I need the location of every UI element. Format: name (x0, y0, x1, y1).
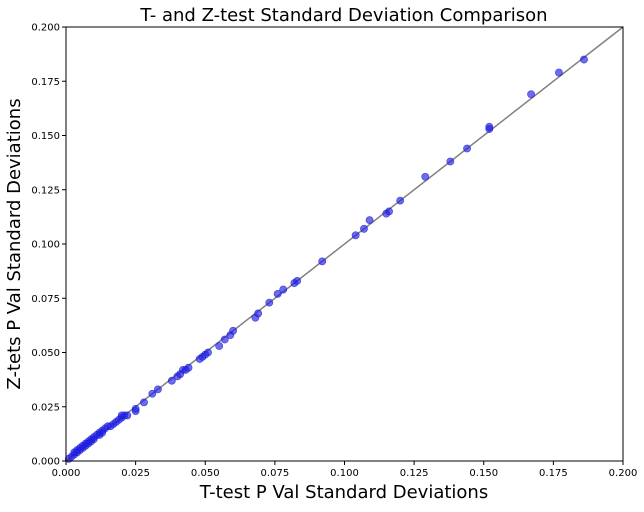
scatter-point (279, 285, 288, 294)
y-tick-label: 0.050 (31, 348, 60, 359)
x-tick-label: 0.175 (539, 468, 568, 479)
scatter-point (318, 257, 327, 266)
scatter-point (184, 363, 193, 372)
scatter-point (421, 172, 430, 181)
y-tick-label: 0.000 (31, 457, 60, 468)
scatter-point (360, 224, 368, 233)
y-tick-label: 0.175 (31, 77, 60, 88)
scatter-point (254, 309, 263, 318)
x-tick-label: 0.100 (330, 468, 359, 479)
scatter-point (396, 196, 405, 205)
x-tick-label: 0.200 (609, 468, 638, 479)
scatter-point (123, 411, 132, 420)
scatter-point (351, 231, 360, 240)
scatter-point (293, 276, 302, 285)
scatter-point (265, 298, 274, 307)
scatter-point (463, 144, 471, 153)
y-tick-label: 0.025 (31, 402, 60, 413)
y-axis-label: Z-tets P Val Standard Deviations (4, 98, 25, 389)
scatter-point (154, 385, 162, 394)
scatter-point (446, 157, 455, 166)
scatter-point (215, 342, 224, 350)
scatter-point (273, 290, 282, 298)
scatter-point (580, 55, 588, 64)
y-tick-label: 0.200 (31, 23, 60, 34)
scatter-point (385, 207, 393, 216)
chart-title: T- and Z-test Standard Deviation Compari… (139, 5, 547, 26)
plot-area: 0.000 0.025 0.050 0.075 0.100 0.125 0.150 0.175… (31, 23, 637, 480)
scatter-point (220, 335, 229, 344)
x-tick-label: 0.000 (52, 468, 81, 479)
y-tick-label: 0.075 (31, 294, 60, 305)
scatter-point (485, 122, 494, 131)
y-tick-label: 0.125 (31, 185, 60, 196)
scatter-point (527, 90, 535, 99)
scatter-point (229, 326, 237, 335)
scatter-point (140, 398, 148, 407)
x-axis-label: T-test P Val Standard Deviations (199, 482, 488, 503)
x-tick-label: 0.025 (121, 468, 150, 479)
scatter-point (148, 389, 157, 398)
x-tick-label: 0.075 (261, 468, 290, 479)
scatter-point (131, 405, 140, 413)
scatter-point (365, 216, 374, 225)
x-tick-label: 0.125 (400, 468, 429, 479)
scatter-point (555, 68, 563, 77)
y-tick-label: 0.150 (31, 131, 60, 142)
x-tick-label: 0.150 (469, 468, 498, 479)
scatter-point (167, 376, 176, 385)
scatter-point (204, 348, 212, 357)
x-tick-label: 0.050 (191, 468, 220, 479)
y-tick-label: 0.100 (31, 240, 60, 251)
